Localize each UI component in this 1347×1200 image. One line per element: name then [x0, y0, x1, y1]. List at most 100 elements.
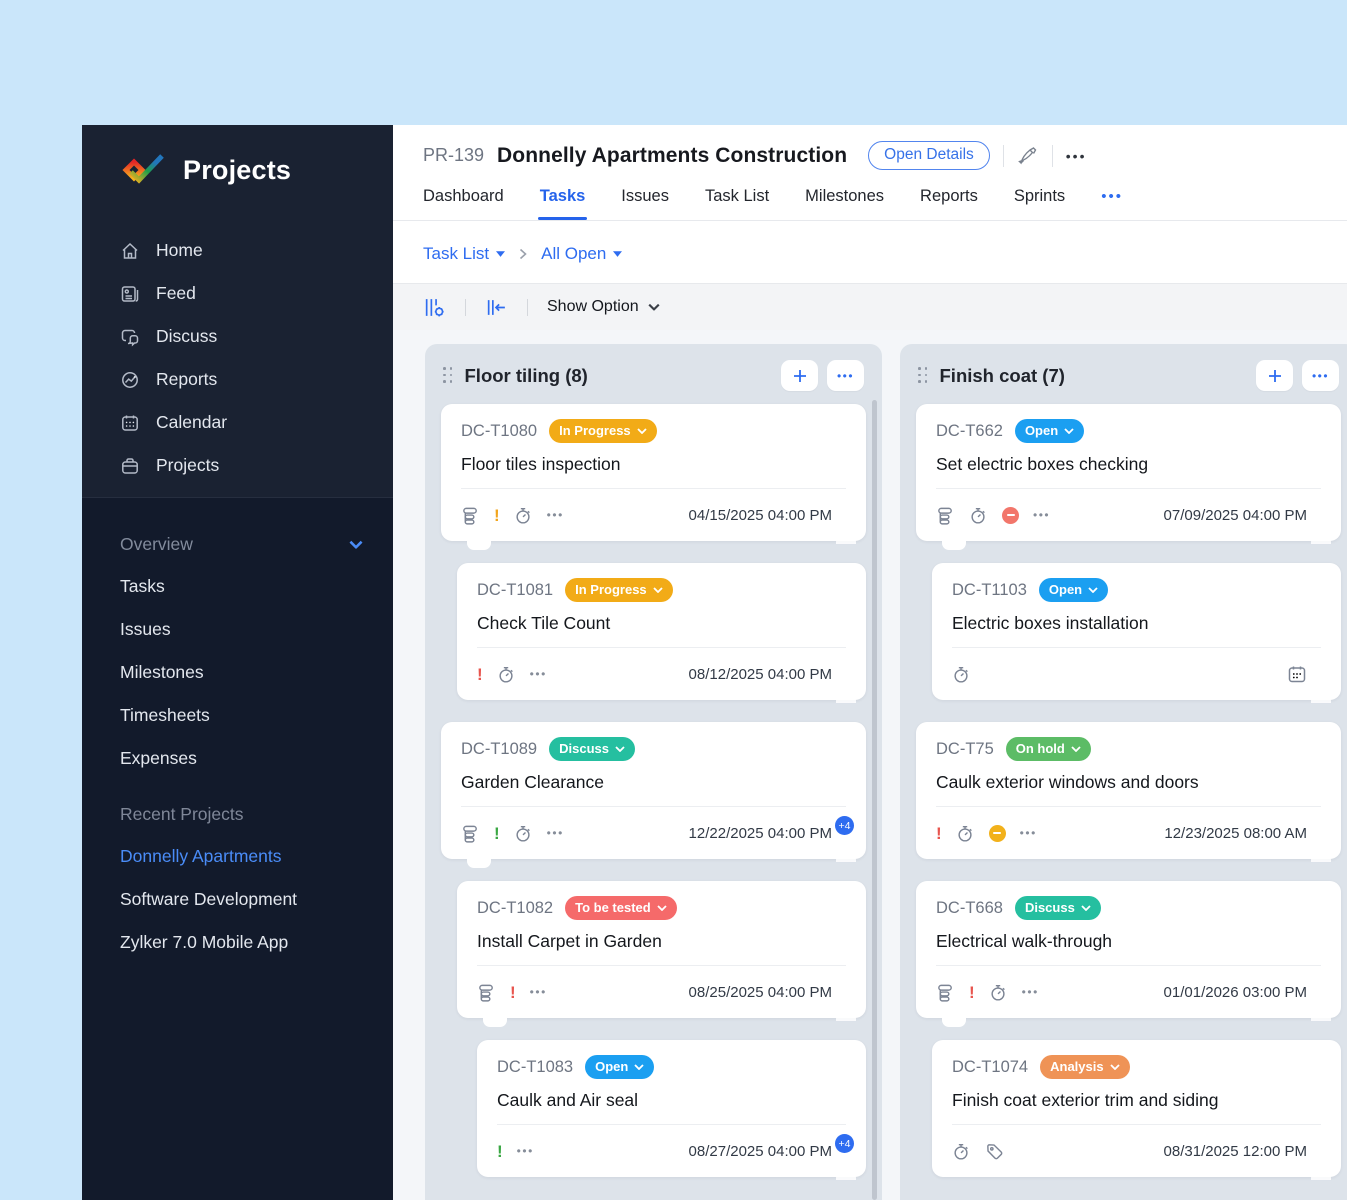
sidebar-item-projects[interactable]: Projects [82, 444, 393, 487]
on-hold-icon[interactable] [988, 824, 1006, 842]
status-badge[interactable]: Discuss [1014, 896, 1101, 920]
breadcrumb-all-open[interactable]: All Open [541, 244, 623, 264]
task-title[interactable]: Finish coat exterior trim and siding [952, 1090, 1219, 1110]
card-more-icon[interactable]: ••• [516, 1144, 534, 1158]
signature-pen-icon[interactable] [1017, 145, 1039, 167]
priority-icon[interactable]: ! [936, 823, 942, 843]
recent-project-zylker[interactable]: Zylker 7.0 Mobile App [120, 932, 289, 952]
task-card[interactable]: DC-T75 On hold Caulk exterior windows an… [916, 722, 1341, 859]
task-card[interactable]: DC-T1082 To be tested Install Carpet in … [457, 881, 866, 1027]
subtasks-icon[interactable] [461, 506, 480, 525]
timer-icon[interactable] [956, 824, 975, 843]
task-title[interactable]: Electrical walk-through [936, 931, 1113, 951]
task-card[interactable]: DC-T1083 Open Caulk and Air seal ! ••• 0… [477, 1040, 866, 1177]
task-card[interactable]: DC-T662 Open Set electric boxes checking… [916, 404, 1341, 550]
subtasks-icon[interactable] [936, 506, 955, 525]
subtasks-icon[interactable] [477, 983, 496, 1002]
task-title[interactable]: Caulk and Air seal [497, 1090, 639, 1110]
add-task-button[interactable] [781, 360, 818, 391]
sidebar-item-home[interactable]: Home [82, 229, 393, 272]
priority-icon[interactable]: ! [477, 664, 483, 684]
sidebar-item-discuss[interactable]: Discuss [82, 315, 393, 358]
status-badge[interactable]: On hold [1005, 737, 1091, 761]
task-card[interactable]: DC-T1074 Analysis Finish coat exterior t… [932, 1040, 1341, 1177]
status-badge[interactable]: Open [1038, 578, 1109, 602]
sidebar-item-reports[interactable]: Reports [82, 358, 393, 401]
timer-icon[interactable] [952, 1142, 971, 1161]
task-card[interactable]: DC-T1081 In Progress Check Tile Count ! … [457, 563, 866, 700]
priority-icon[interactable]: ! [494, 823, 500, 843]
tab-task-list[interactable]: Task List [704, 187, 770, 205]
sidebar-item-milestones[interactable]: Milestones [120, 662, 204, 682]
status-badge[interactable]: In Progress [549, 419, 657, 443]
priority-icon[interactable]: ! [510, 982, 516, 1002]
app-logo[interactable]: Projects [82, 125, 393, 213]
task-card[interactable]: DC-T668 Discuss Electrical walk-through … [916, 881, 1341, 1027]
drag-handle-icon[interactable] [443, 367, 454, 384]
timer-icon[interactable] [514, 506, 533, 525]
column-more-button[interactable]: ••• [1302, 360, 1339, 391]
breadcrumb-task-list[interactable]: Task List [423, 244, 506, 264]
status-badge[interactable]: Analysis [1040, 1055, 1130, 1079]
task-card[interactable]: DC-T1103 Open Electric boxes installatio… [932, 563, 1341, 700]
blocked-icon[interactable] [1002, 506, 1019, 524]
card-more-icon[interactable]: ••• [546, 508, 564, 522]
drag-handle-icon[interactable] [918, 367, 929, 384]
status-badge[interactable]: Discuss [549, 737, 635, 761]
task-title[interactable]: Electric boxes installation [952, 613, 1149, 633]
add-task-button[interactable] [1256, 360, 1293, 391]
recent-project-donnelly[interactable]: Donnelly Apartments [120, 846, 282, 866]
sidebar-item-calendar[interactable]: Calendar [82, 401, 393, 444]
status-badge[interactable]: Open [1014, 419, 1085, 443]
priority-icon[interactable]: ! [497, 1141, 503, 1161]
card-more-icon[interactable]: ••• [546, 826, 564, 840]
card-more-icon[interactable]: ••• [1019, 826, 1037, 840]
tab-sprints[interactable]: Sprints [1013, 187, 1066, 205]
task-title[interactable]: Check Tile Count [477, 613, 611, 633]
card-more-icon[interactable]: ••• [1021, 985, 1039, 999]
recent-project-software-dev[interactable]: Software Development [120, 889, 298, 909]
assignee-overflow-badge[interactable]: +4 [835, 816, 854, 835]
collapse-columns-icon[interactable] [485, 296, 508, 319]
timer-icon[interactable] [969, 506, 988, 525]
sidebar-item-issues[interactable]: Issues [120, 619, 171, 639]
tab-dashboard[interactable]: Dashboard [423, 187, 504, 205]
sidebar-item-timesheets[interactable]: Timesheets [120, 705, 210, 725]
tag-icon[interactable] [985, 1142, 1004, 1161]
tab-issues[interactable]: Issues [621, 187, 669, 205]
tab-tasks[interactable]: Tasks [537, 187, 587, 220]
task-title[interactable]: Floor tiles inspection [461, 454, 621, 474]
task-title[interactable]: Install Carpet in Garden [477, 931, 662, 951]
task-title[interactable]: Caulk exterior windows and doors [936, 772, 1199, 792]
tab-reports[interactable]: Reports [920, 187, 978, 205]
sidebar-overview-header[interactable]: Overview [82, 524, 393, 565]
card-more-icon[interactable]: ••• [1033, 508, 1051, 522]
tab-milestones[interactable]: Milestones [805, 187, 885, 205]
sidebar-item-tasks[interactable]: Tasks [120, 576, 165, 596]
subtasks-icon[interactable] [936, 983, 955, 1002]
task-title[interactable]: Set electric boxes checking [936, 454, 1149, 474]
task-card[interactable]: DC-T1080 In Progress Floor tiles inspect… [441, 404, 866, 550]
status-badge[interactable]: To be tested [565, 896, 677, 920]
timer-icon[interactable] [989, 983, 1008, 1002]
reminder-calendar-icon[interactable] [1287, 664, 1307, 684]
subtasks-icon[interactable] [461, 824, 480, 843]
board-settings-icon[interactable] [423, 296, 446, 319]
tabs-more-icon[interactable]: ••• [1101, 188, 1123, 205]
task-card[interactable]: DC-T1089 Discuss Garden Clearance ! ••• [441, 722, 866, 868]
timer-icon[interactable] [514, 824, 533, 843]
column-scrollbar[interactable] [872, 400, 877, 1200]
task-title[interactable]: Garden Clearance [461, 772, 604, 792]
timer-icon[interactable] [497, 665, 516, 684]
sidebar-item-feed[interactable]: Feed [82, 272, 393, 315]
column-more-button[interactable]: ••• [827, 360, 864, 391]
assignee-overflow-badge[interactable]: +4 [835, 1134, 854, 1153]
show-option-dropdown[interactable]: Show Option [547, 298, 660, 316]
status-badge[interactable]: Open [585, 1055, 655, 1079]
priority-icon[interactable]: ! [494, 505, 500, 525]
status-badge[interactable]: In Progress [565, 578, 673, 602]
priority-icon[interactable]: ! [969, 982, 975, 1002]
card-more-icon[interactable]: ••• [529, 985, 547, 999]
timer-icon[interactable] [952, 665, 971, 684]
open-details-button[interactable]: Open Details [868, 141, 990, 170]
